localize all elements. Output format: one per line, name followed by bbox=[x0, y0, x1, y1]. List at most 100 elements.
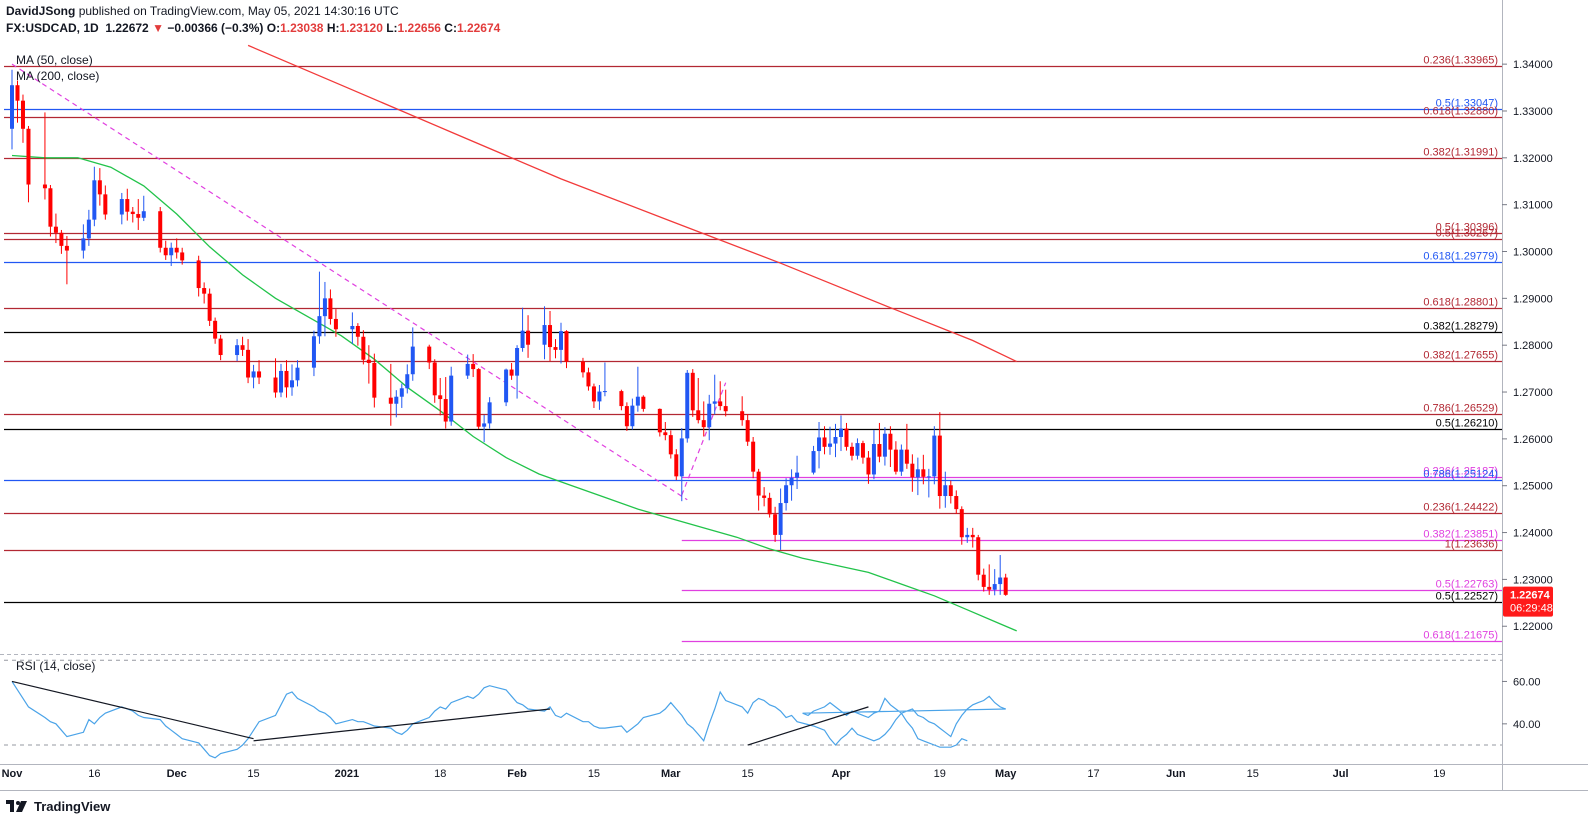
candle-body bbox=[954, 496, 959, 510]
price-tick-label: 1.33000 bbox=[1513, 106, 1553, 118]
candle-body bbox=[202, 288, 207, 294]
time-tick-label: 19 bbox=[934, 768, 946, 780]
candle-body bbox=[548, 325, 553, 348]
candle-body bbox=[213, 320, 218, 339]
fib-level-label: 0.382(1.27655) bbox=[1423, 350, 1498, 362]
candle-body bbox=[679, 438, 684, 477]
candle-body bbox=[696, 410, 701, 421]
candle-body bbox=[888, 433, 893, 450]
candle-body bbox=[943, 485, 948, 497]
candle-body bbox=[559, 331, 563, 350]
candle-body bbox=[92, 180, 97, 220]
candle-body bbox=[998, 577, 1003, 585]
candle-body bbox=[295, 367, 300, 381]
time-tick-label: 2021 bbox=[335, 768, 359, 780]
down-arrow-icon: ▼ bbox=[152, 21, 164, 35]
time-tick-label: Apr bbox=[832, 768, 852, 780]
candle-body bbox=[246, 349, 251, 378]
candle-body bbox=[899, 449, 904, 472]
candle-body bbox=[15, 85, 20, 101]
candle-body bbox=[948, 485, 953, 497]
candle-body bbox=[158, 211, 163, 248]
time-tick-label: Jul bbox=[1333, 768, 1349, 780]
candle-body bbox=[405, 374, 410, 389]
price-tick-label: 1.31000 bbox=[1513, 200, 1553, 212]
candle-body bbox=[844, 428, 849, 447]
price-tick-label: 1.30000 bbox=[1513, 247, 1553, 259]
fib-level-label: 0.786(1.26529) bbox=[1423, 403, 1498, 415]
candle-body bbox=[235, 345, 240, 356]
candle-body bbox=[591, 386, 596, 402]
last-price: 1.22672 bbox=[105, 21, 149, 35]
footer-brand[interactable]: TradingView bbox=[6, 798, 110, 814]
candle-body bbox=[355, 325, 360, 337]
candle-body bbox=[740, 411, 745, 421]
candle-body bbox=[915, 469, 920, 478]
fib-level-label: 0.618(1.28801) bbox=[1423, 297, 1498, 309]
price-tick-label: 1.28000 bbox=[1513, 340, 1553, 352]
candle-body bbox=[350, 325, 355, 330]
candle-body bbox=[778, 503, 783, 535]
candle-body bbox=[762, 495, 767, 498]
symbol-name[interactable]: FX:USDCAD, 1D bbox=[6, 21, 99, 35]
candle-body bbox=[745, 420, 750, 442]
time-tick-label: 15 bbox=[588, 768, 600, 780]
time-tick-label: Nov bbox=[2, 768, 24, 780]
candle-body bbox=[103, 194, 108, 215]
candle-body bbox=[20, 100, 25, 129]
candle-body bbox=[86, 219, 91, 239]
fib-level-label: 0.618(1.29779) bbox=[1423, 251, 1498, 263]
candle-body bbox=[553, 347, 558, 350]
candle-body bbox=[196, 260, 201, 289]
candle-body bbox=[48, 188, 53, 227]
candle-body bbox=[882, 433, 887, 457]
fib-level-label: 0.382(1.28279) bbox=[1423, 321, 1498, 333]
candle-body bbox=[465, 363, 470, 376]
close-value: 1.22674 bbox=[456, 21, 501, 35]
symbol-info: FX:USDCAD, 1D 1.22672 ▼ −0.00366 (−0.3%)… bbox=[6, 20, 500, 37]
fib-level-label: 0.382(1.23851) bbox=[1423, 529, 1498, 541]
candle-body bbox=[992, 584, 997, 590]
fib-level-label: 0.5(1.22763) bbox=[1436, 579, 1498, 591]
candle-body bbox=[394, 396, 399, 404]
candle-body bbox=[504, 369, 509, 403]
candle-body bbox=[328, 298, 333, 319]
fib-level-label: 0.786(1.25124) bbox=[1423, 469, 1498, 481]
candle-body bbox=[26, 128, 31, 185]
candle-body bbox=[119, 199, 124, 215]
price-trendline bbox=[11, 63, 688, 501]
author-name[interactable]: DavidJSong bbox=[6, 4, 76, 18]
candle-body bbox=[471, 363, 476, 370]
candle-body bbox=[97, 180, 102, 195]
price-tick-label: 1.22000 bbox=[1513, 621, 1553, 633]
candle-body bbox=[284, 370, 289, 388]
candle-body bbox=[163, 247, 168, 256]
candle-body bbox=[937, 435, 942, 497]
fib-level-label: 0.5(1.26210) bbox=[1436, 418, 1498, 430]
candle-body bbox=[657, 408, 662, 433]
fib-level-label: 1(1.23636) bbox=[1445, 539, 1498, 551]
candle-body bbox=[410, 346, 415, 375]
candle-body bbox=[273, 377, 278, 393]
price-tick-label: 1.27000 bbox=[1513, 387, 1553, 399]
price-tick-label: 1.24000 bbox=[1513, 528, 1553, 540]
fib-level-label: 0.618(1.21675) bbox=[1423, 630, 1498, 642]
low-label: L: bbox=[386, 21, 398, 35]
candle-body bbox=[10, 85, 14, 129]
candle-body bbox=[833, 436, 838, 444]
price-tick-label: 1.26000 bbox=[1513, 434, 1553, 446]
open-label: O: bbox=[266, 21, 281, 35]
candle-body bbox=[773, 514, 778, 535]
rsi-legend-label: RSI (14, close) bbox=[16, 659, 95, 673]
candle-body bbox=[756, 471, 761, 496]
candle-body bbox=[443, 399, 448, 422]
candle-body bbox=[317, 316, 322, 337]
ma200-legend-label: MA (200, close) bbox=[16, 69, 99, 83]
candle-body bbox=[240, 345, 245, 350]
candle-body bbox=[251, 371, 256, 378]
candle-body bbox=[602, 391, 607, 393]
candle-body bbox=[828, 443, 833, 447]
time-tick-label: 17 bbox=[1087, 768, 1099, 780]
candle-body bbox=[1003, 577, 1008, 595]
